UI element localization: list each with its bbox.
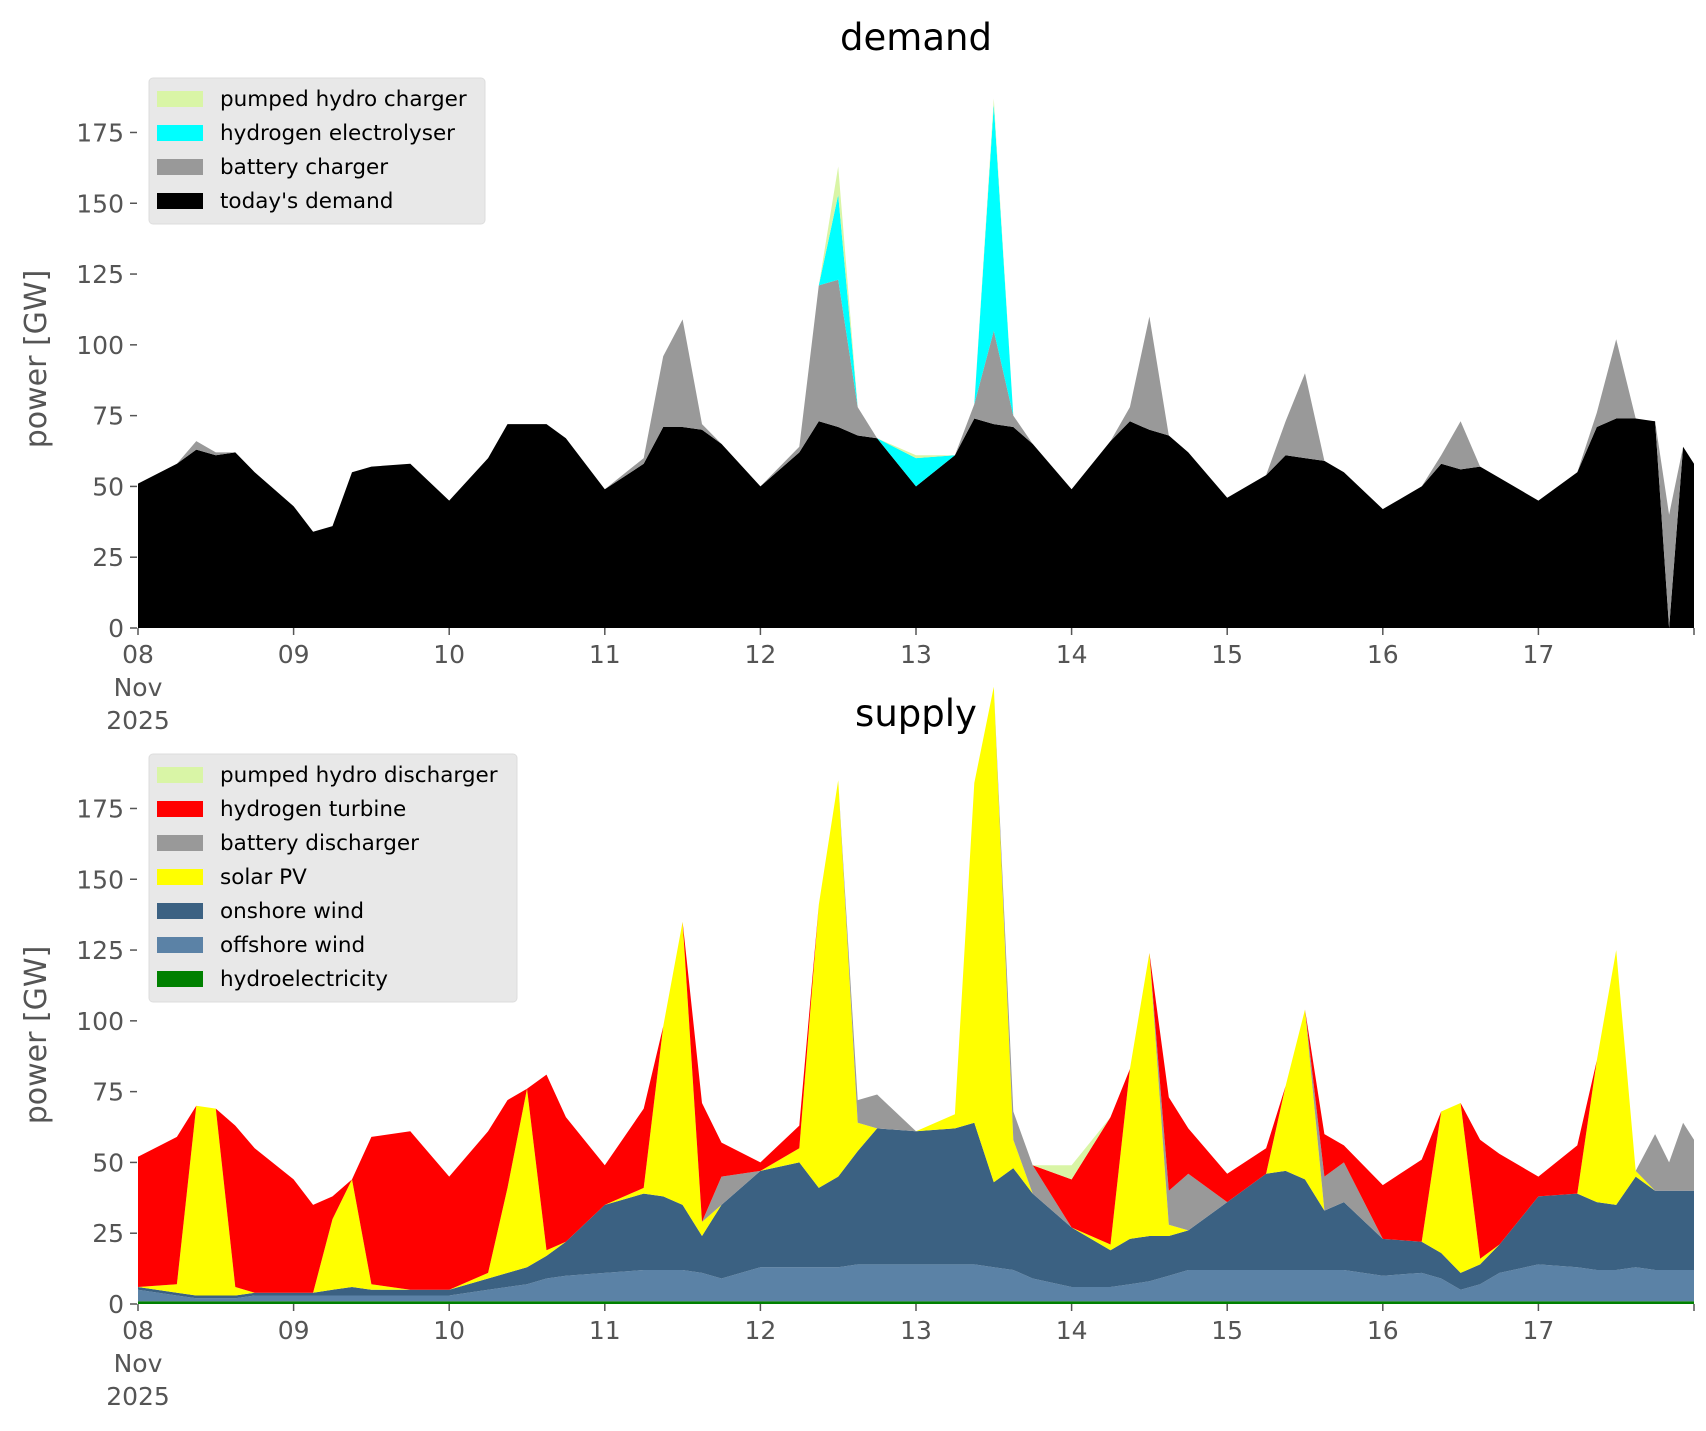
supply-title: supply <box>855 692 977 735</box>
y-tick-label: 0 <box>108 614 124 643</box>
legend-box <box>148 77 486 225</box>
x-tick-label: 08 <box>122 1316 154 1345</box>
area-solar-pv <box>138 686 1694 1296</box>
x-tick-label: 2025 <box>106 706 170 735</box>
legend-label-hydroelectricity: hydroelectricity <box>220 967 388 992</box>
x-tick-label: 15 <box>1211 1316 1243 1345</box>
legend-label-offshore-wind: offshore wind <box>220 933 365 958</box>
legend-label-hydrogen-electrolyser: hydrogen electrolyser <box>220 121 455 146</box>
legend-label-hydrogen-turbine: hydrogen turbine <box>220 797 406 822</box>
x-tick-label: 15 <box>1211 640 1243 669</box>
x-tick-label: 16 <box>1367 640 1399 669</box>
x-tick-label: 16 <box>1367 1316 1399 1345</box>
x-tick-label: 11 <box>589 1316 621 1345</box>
legend-box <box>148 753 518 1003</box>
legend-swatch-battery-charger <box>157 159 203 175</box>
legend-swatch-offshore-wind <box>157 937 203 953</box>
legend-swatch-solar-pv <box>157 869 203 885</box>
legend-swatch-hydrogen-electrolyser <box>157 125 203 141</box>
legend-swatch-hydroelectricity <box>157 971 203 987</box>
demand-areas <box>138 98 1694 628</box>
area-hydroelectricity <box>138 1301 1694 1304</box>
x-tick-label: 2025 <box>106 1382 170 1411</box>
y-tick-label: 125 <box>76 936 124 965</box>
supply-panel: supply 0 25 50 75 100 125 150 175 08 Nov 2025 09 10 1… <box>19 686 1695 1411</box>
legend-label-battery-charger: battery charger <box>220 155 388 180</box>
supply-areas <box>138 686 1694 1304</box>
y-tick-label: 125 <box>76 260 124 289</box>
legend-swatch-pumped-hydro-discharger <box>157 767 203 783</box>
legend-label-solar-pv: solar PV <box>220 865 307 890</box>
area-offshore-wind <box>138 1264 1694 1302</box>
legend-swatch-hydrogen-turbine <box>157 801 203 817</box>
y-tick-label: 25 <box>92 1219 124 1248</box>
area-onshore-wind <box>138 1122 1694 1299</box>
x-tick-label: 11 <box>589 640 621 669</box>
area-today-s-demand <box>138 418 1694 628</box>
y-tick-label: 175 <box>76 118 124 147</box>
x-tick-label: 13 <box>900 640 932 669</box>
y-tick-label: 150 <box>76 865 124 894</box>
legend-label-onshore-wind: onshore wind <box>220 899 364 924</box>
y-tick-label: 100 <box>76 1007 124 1036</box>
demand-legend: pumped hydro charger hydrogen electrolyse… <box>148 77 486 225</box>
y-tick-label: 25 <box>92 543 124 572</box>
supply-legend: pumped hydro discharger hydrogen turbine b… <box>148 753 518 1003</box>
x-tick-label: 17 <box>1522 1316 1554 1345</box>
demand-title: demand <box>840 16 992 59</box>
x-tick-label: 14 <box>1056 1316 1088 1345</box>
legend-label-today-s-demand: today's demand <box>220 189 393 214</box>
x-tick-label: 17 <box>1522 640 1554 669</box>
legend-label-pumped-hydro-charger: pumped hydro charger <box>220 87 467 112</box>
x-tick-label: 09 <box>278 1316 310 1345</box>
y-tick-label: 75 <box>92 402 124 431</box>
y-tick-label: 75 <box>92 1078 124 1107</box>
x-tick-label: 12 <box>744 640 776 669</box>
legend-swatch-onshore-wind <box>157 903 203 919</box>
y-axis-label: power [GW] <box>19 270 54 449</box>
y-axis-label: power [GW] <box>19 946 54 1125</box>
y-tick-label: 50 <box>92 472 124 501</box>
x-tick-label: Nov <box>114 673 163 702</box>
x-tick-label: 13 <box>900 1316 932 1345</box>
legend-swatch-today-s-demand <box>157 193 203 209</box>
legend-swatch-battery-discharger <box>157 835 203 851</box>
x-tick-label: 08 <box>122 640 154 669</box>
legend-swatch-pumped-hydro-charger <box>157 91 203 107</box>
y-tick-label: 50 <box>92 1148 124 1177</box>
x-tick-label: 12 <box>744 1316 776 1345</box>
x-tick-label: 10 <box>433 640 465 669</box>
area-hydrogen-turbine <box>138 686 1694 1293</box>
legend-label-pumped-hydro-discharger: pumped hydro discharger <box>220 763 498 788</box>
y-tick-label: 0 <box>108 1290 124 1319</box>
x-tick-label: 10 <box>433 1316 465 1345</box>
x-tick-label: Nov <box>114 1349 163 1378</box>
legend-label-battery-discharger: battery discharger <box>220 831 419 856</box>
y-tick-label: 100 <box>76 331 124 360</box>
y-tick-label: 150 <box>76 189 124 218</box>
x-tick-label: 09 <box>278 640 310 669</box>
x-tick-label: 14 <box>1056 640 1088 669</box>
demand-panel: demand 0 25 50 75 100 125 150 175 08 Nov 2025 09 10 1… <box>19 16 1695 735</box>
y-tick-label: 175 <box>76 794 124 823</box>
